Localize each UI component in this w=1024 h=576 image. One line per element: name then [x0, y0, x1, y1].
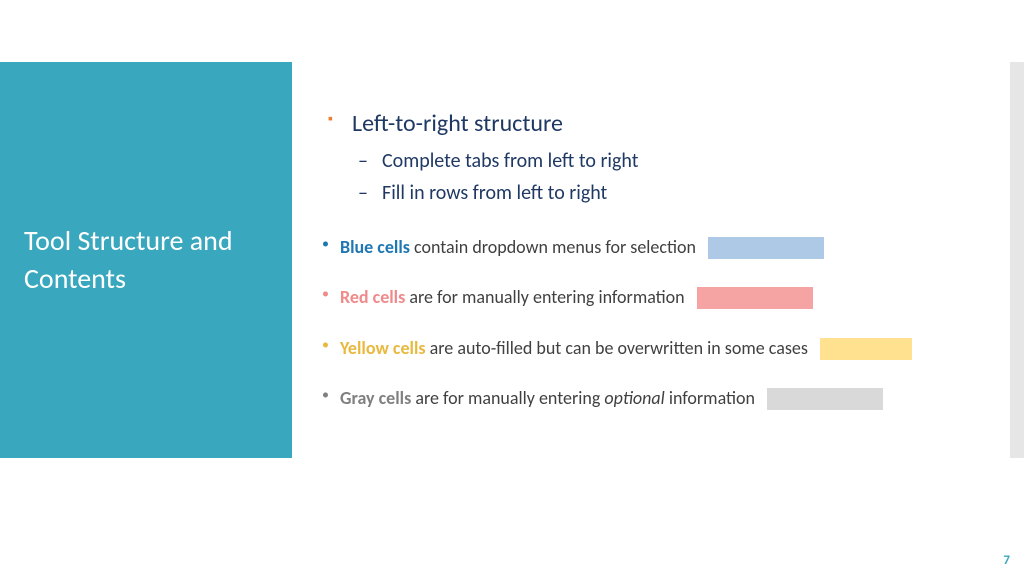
main-heading: Left-to-right structure	[352, 108, 1002, 139]
sub-list: Complete tabs from left to right Fill in…	[352, 145, 1002, 209]
slide: Tool Structure and Contents Left-to-righ…	[0, 0, 1024, 576]
main-bullet: Left-to-right structure Complete tabs fr…	[322, 108, 1002, 209]
sub-bullet-1: Complete tabs from left to right	[352, 145, 1002, 177]
swatch-gray	[767, 388, 883, 410]
legend-text-red: Red cells are for manually entering info…	[340, 285, 685, 309]
decor-right-bar	[1010, 62, 1024, 458]
swatch-blue	[708, 237, 824, 259]
legend-item-blue: Blue cells contain dropdown menus for se…	[322, 235, 1002, 259]
legend-item-gray: Gray cells are for manually entering opt…	[322, 386, 1002, 410]
swatch-yellow	[820, 338, 912, 360]
slide-title: Tool Structure and Contents	[24, 222, 272, 298]
content-area: Left-to-right structure Complete tabs fr…	[322, 108, 1002, 436]
swatch-red	[697, 287, 813, 309]
cell-legend-list: Blue cells contain dropdown menus for se…	[322, 235, 1002, 410]
main-list: Left-to-right structure Complete tabs fr…	[322, 108, 1002, 209]
legend-item-red: Red cells are for manually entering info…	[322, 285, 1002, 309]
legend-text-yellow: Yellow cells are auto-filled but can be …	[340, 336, 808, 360]
page-number: 7	[1003, 553, 1010, 568]
sub-bullet-2: Fill in rows from left to right	[352, 177, 1002, 209]
sidebar-panel: Tool Structure and Contents	[0, 62, 292, 458]
legend-text-gray: Gray cells are for manually entering opt…	[340, 386, 755, 410]
legend-item-yellow: Yellow cells are auto-filled but can be …	[322, 336, 1002, 360]
legend-text-blue: Blue cells contain dropdown menus for se…	[340, 235, 696, 259]
